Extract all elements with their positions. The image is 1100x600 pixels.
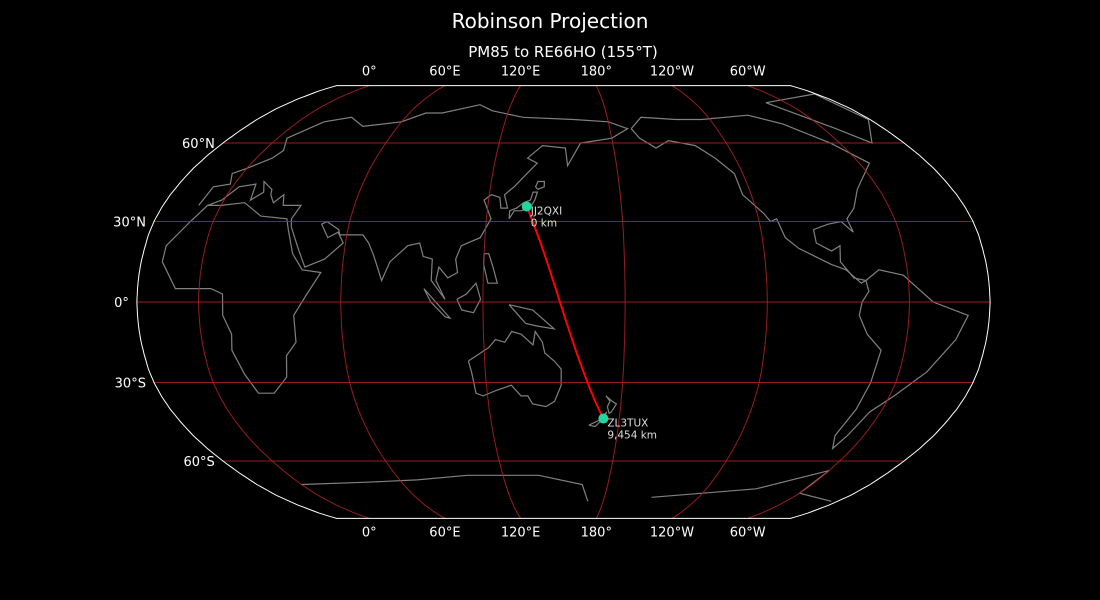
coastline <box>161 202 322 394</box>
meridian-label-bottom: 120°W <box>650 525 694 540</box>
meridian-label-bottom: 180° <box>581 525 612 540</box>
meridian-label-top: 0° <box>362 65 377 80</box>
coastline <box>508 191 539 220</box>
meridian-label-top: 180° <box>581 65 612 80</box>
great-circle-path <box>525 206 605 420</box>
coastline <box>198 104 629 300</box>
meridian-label-top: 60°W <box>730 65 766 80</box>
meridian-line <box>671 85 768 519</box>
parallel-label: 0° <box>114 296 129 311</box>
meridian-label-bottom: 0° <box>362 525 377 540</box>
parallel-label: 30°S <box>115 376 146 391</box>
coastline <box>534 180 546 190</box>
coastline <box>605 395 618 415</box>
coastline <box>423 288 452 320</box>
map-title: Robinson Projection <box>451 9 649 33</box>
meridian-line <box>340 85 446 519</box>
meridian-label-bottom: 120°E <box>501 525 541 540</box>
station-marker <box>521 201 532 212</box>
meridian-label-bottom: 60°E <box>429 525 460 540</box>
parallel-label: 60°S <box>184 455 215 470</box>
station-distance: 0 km <box>531 217 557 229</box>
station-callsign: JJ2QXI <box>530 205 562 217</box>
parallel-label: 60°N <box>182 137 215 152</box>
coastline <box>765 93 873 145</box>
coastline <box>456 281 482 314</box>
coastline <box>482 253 499 284</box>
parallel-label: 30°N <box>113 216 146 231</box>
meridian-line <box>747 85 911 519</box>
map-subtitle: PM85 to RE66HO (155°T) <box>468 43 658 61</box>
meridian-label-top: 120°E <box>501 65 541 80</box>
coastline <box>508 304 557 330</box>
meridian-line <box>595 85 626 519</box>
station-distance: 9,454 km <box>607 430 657 442</box>
station-callsign: ZL3TUX <box>607 418 648 430</box>
meridian-label-top: 120°W <box>650 65 694 80</box>
coastline <box>467 329 562 408</box>
meridian-line <box>197 85 370 519</box>
meridian-label-bottom: 60°W <box>730 525 766 540</box>
meridian-line <box>482 85 522 519</box>
meridian-label-top: 60°E <box>429 65 460 80</box>
station-marker <box>598 413 609 424</box>
coastline <box>831 269 970 451</box>
coastline <box>301 470 832 502</box>
coastline <box>630 114 871 284</box>
map-boundary <box>136 85 991 519</box>
